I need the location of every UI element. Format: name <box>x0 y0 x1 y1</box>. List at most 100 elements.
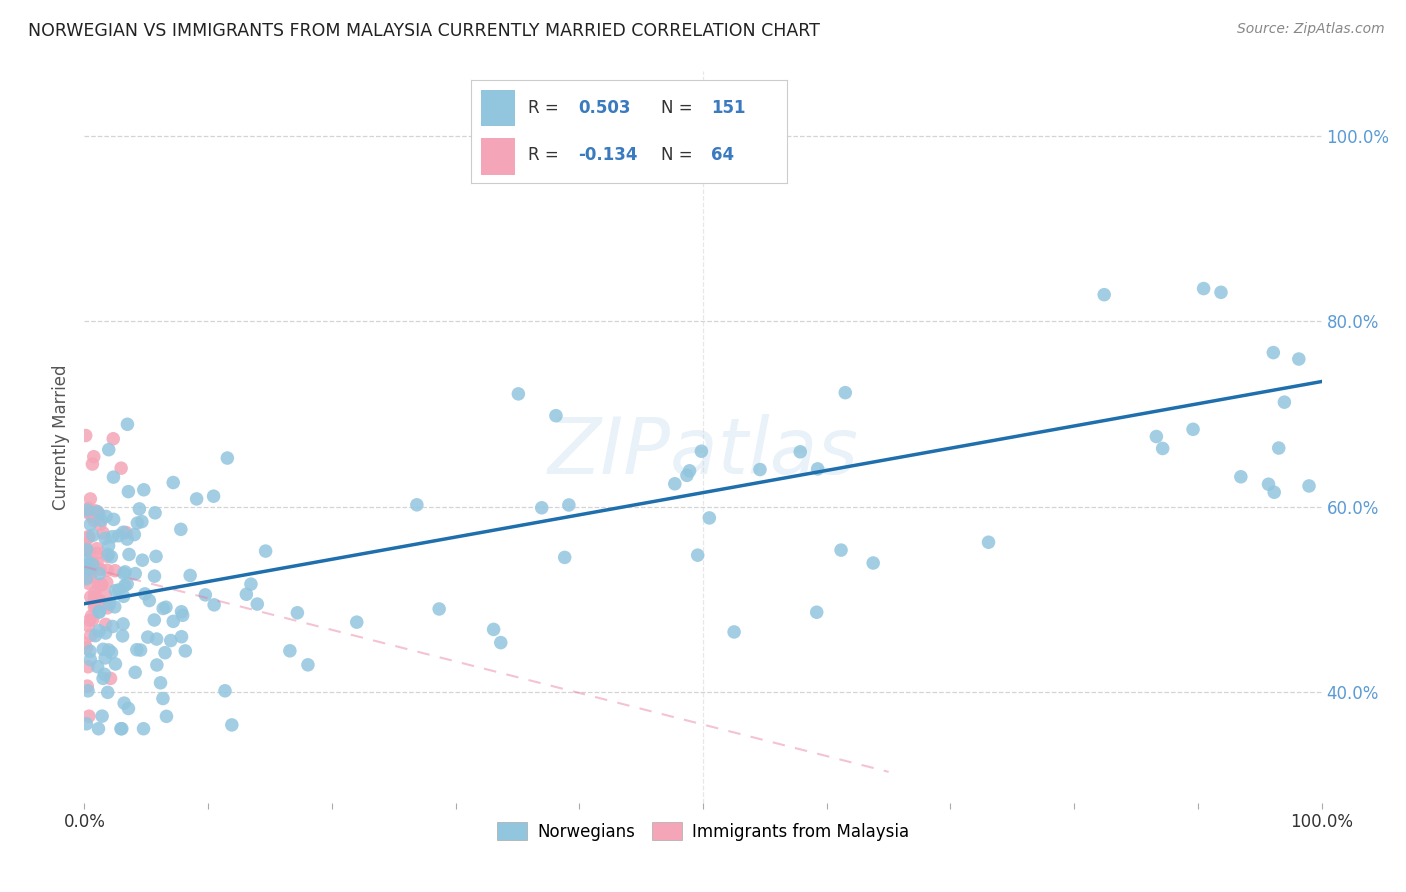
Point <box>202 489 225 503</box>
Point <box>104 564 127 578</box>
Point <box>558 498 581 512</box>
Point <box>82 509 104 524</box>
Point <box>143 569 166 583</box>
Point <box>104 583 127 598</box>
Point <box>789 444 811 458</box>
Point <box>91 642 114 657</box>
Point <box>131 515 153 529</box>
Point <box>124 527 146 541</box>
Point <box>77 545 100 559</box>
Point <box>117 417 139 432</box>
Point <box>75 536 97 550</box>
Point <box>287 606 309 620</box>
Point <box>98 597 121 611</box>
Text: N =: N = <box>661 99 692 117</box>
Point <box>90 577 112 591</box>
Point <box>170 605 193 619</box>
Point <box>112 616 135 631</box>
Point <box>115 525 138 540</box>
Point <box>110 461 132 475</box>
Point <box>676 468 699 483</box>
Point <box>97 539 120 553</box>
Text: ZIPatlas: ZIPatlas <box>547 414 859 490</box>
Point <box>117 701 139 715</box>
Text: R =: R = <box>529 146 558 164</box>
Point <box>162 615 184 629</box>
Point <box>90 578 112 592</box>
Point <box>91 526 114 541</box>
Point <box>149 675 172 690</box>
Point <box>87 507 110 521</box>
Point <box>214 683 236 698</box>
Point <box>86 659 108 673</box>
Point <box>239 577 262 591</box>
Point <box>544 409 567 423</box>
Point <box>86 541 108 556</box>
Point <box>170 630 193 644</box>
Point <box>82 508 104 523</box>
Point <box>94 509 117 524</box>
Point <box>686 548 709 562</box>
Point <box>830 543 852 558</box>
Point <box>1192 282 1215 296</box>
Point <box>75 640 97 655</box>
Point <box>145 549 167 564</box>
Point <box>87 578 110 592</box>
Point <box>152 691 174 706</box>
Point <box>100 646 122 660</box>
Point <box>82 457 104 471</box>
Point <box>80 561 103 575</box>
Point <box>80 562 103 576</box>
Point <box>75 572 97 586</box>
Point <box>136 630 159 644</box>
Y-axis label: Currently Married: Currently Married <box>52 364 70 510</box>
Point <box>83 591 105 605</box>
Point <box>77 659 100 673</box>
Text: NORWEGIAN VS IMMIGRANTS FROM MALAYSIA CURRENTLY MARRIED CORRELATION CHART: NORWEGIAN VS IMMIGRANTS FROM MALAYSIA CU… <box>28 22 820 40</box>
Point <box>73 636 96 650</box>
Point <box>128 502 150 516</box>
Point <box>112 696 135 710</box>
Point <box>97 643 120 657</box>
Point <box>346 615 368 629</box>
Point <box>107 529 129 543</box>
Point <box>75 716 97 731</box>
Point <box>127 516 149 530</box>
Legend: Norwegians, Immigrants from Malaysia: Norwegians, Immigrants from Malaysia <box>489 814 917 849</box>
Point <box>96 575 118 590</box>
Point <box>94 617 117 632</box>
Point <box>1209 285 1232 300</box>
Point <box>664 476 686 491</box>
Point <box>79 613 101 627</box>
Point <box>77 529 100 543</box>
Point <box>76 542 98 557</box>
Point <box>76 679 98 693</box>
Point <box>179 568 201 582</box>
Point <box>153 646 176 660</box>
Point <box>172 608 194 623</box>
Point <box>138 593 160 607</box>
Point <box>246 597 269 611</box>
FancyBboxPatch shape <box>481 89 516 127</box>
Point <box>76 553 98 567</box>
Point <box>489 635 512 649</box>
Point <box>254 544 277 558</box>
Point <box>132 722 155 736</box>
Point <box>112 566 135 581</box>
Point <box>94 588 117 602</box>
Point <box>146 658 169 673</box>
FancyBboxPatch shape <box>481 137 516 175</box>
Point <box>114 565 136 579</box>
Point <box>79 517 101 532</box>
Point <box>79 652 101 666</box>
Point <box>1288 351 1310 366</box>
Point <box>80 555 103 569</box>
Point <box>84 595 107 609</box>
Point <box>89 517 111 532</box>
Point <box>124 566 146 581</box>
Point <box>97 442 120 457</box>
Point <box>124 665 146 680</box>
Point <box>77 565 100 579</box>
Point <box>83 450 105 464</box>
Point <box>82 528 104 542</box>
